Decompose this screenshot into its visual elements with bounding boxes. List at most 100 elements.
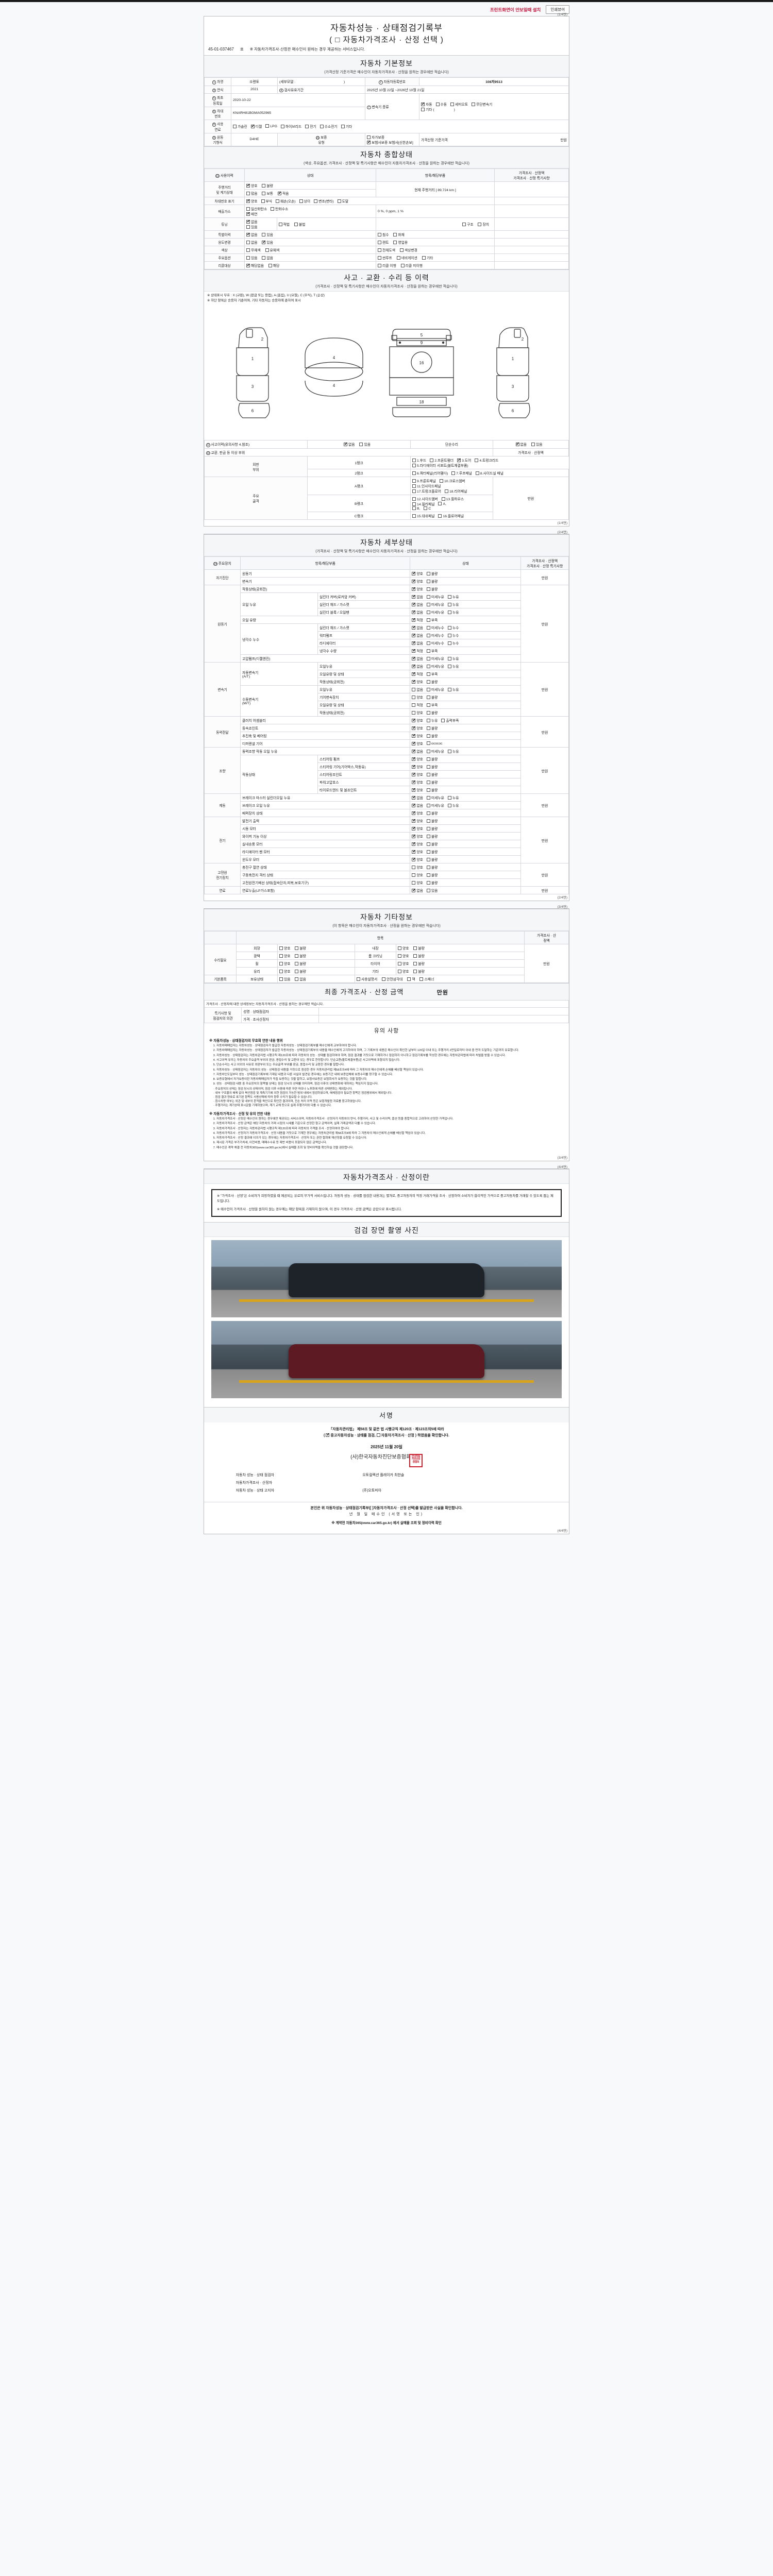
checkbox-box[interactable]: [426, 634, 430, 638]
checkbox-checked[interactable]: 양호: [412, 586, 423, 591]
checkbox-box[interactable]: [398, 970, 401, 974]
checkbox-checked[interactable]: 없음: [412, 656, 423, 661]
checkbox-box[interactable]: [295, 977, 299, 981]
checkbox-checked[interactable]: 양호: [412, 733, 423, 738]
checkbox-auto[interactable]: 자동: [421, 101, 432, 107]
checkbox-option[interactable]: 누유: [447, 656, 459, 661]
checkbox-box[interactable]: [426, 741, 430, 745]
checkbox-box[interactable]: [426, 757, 430, 761]
checkbox-box[interactable]: [276, 199, 280, 203]
checkbox-option[interactable]: 누유: [447, 749, 459, 754]
checkbox-box[interactable]: [393, 241, 397, 244]
checkbox-box[interactable]: [412, 648, 416, 653]
checkbox-door[interactable]: 3.도어: [457, 457, 471, 463]
checkbox-box[interactable]: [447, 750, 451, 754]
checkbox-checked[interactable]: 양호: [412, 679, 423, 684]
checkbox-box[interactable]: [357, 977, 360, 981]
checkbox-box[interactable]: [233, 125, 237, 129]
checkbox-good[interactable]: 양호: [246, 198, 258, 204]
checkbox-box[interactable]: [279, 962, 283, 966]
checkbox-box[interactable]: [412, 633, 416, 638]
checkbox-box[interactable]: [426, 835, 430, 839]
checkbox-box[interactable]: [412, 514, 416, 518]
checkbox-bad[interactable]: 불량: [295, 969, 306, 974]
checkbox-box[interactable]: [426, 703, 430, 707]
checkbox-box[interactable]: [277, 191, 282, 195]
checkbox-rear-panel[interactable]: 18.리어패널: [444, 488, 467, 494]
checkbox-box[interactable]: [426, 603, 430, 607]
checkbox-option[interactable]: 불량: [426, 679, 438, 684]
checkbox-box[interactable]: [426, 726, 430, 731]
checkbox-bad[interactable]: 불량: [295, 961, 306, 966]
checkbox-box[interactable]: [280, 125, 284, 129]
checkbox-box[interactable]: [262, 256, 266, 260]
checkbox-altered[interactable]: 변조(변타): [314, 198, 334, 204]
checkbox-box[interactable]: [412, 602, 416, 607]
checkbox-box[interactable]: [447, 657, 451, 661]
checkbox-box[interactable]: [412, 594, 416, 599]
checkbox-option[interactable]: 불량: [426, 756, 438, 761]
checkbox-box[interactable]: [426, 858, 430, 862]
checkbox-box[interactable]: [451, 471, 456, 476]
checkbox-option[interactable]: 부족: [426, 702, 438, 707]
checkbox-checked[interactable]: 적정: [412, 648, 423, 653]
checkbox-different[interactable]: 상이: [299, 198, 310, 204]
checkbox-option[interactable]: 미세누유: [426, 656, 444, 661]
checkbox-box[interactable]: [426, 842, 430, 846]
checkbox-none[interactable]: 없음: [344, 442, 355, 447]
checkbox-device[interactable]: 장치: [478, 222, 489, 227]
checkbox-box[interactable]: [426, 649, 430, 653]
checkbox-co[interactable]: 일산화탄소: [246, 206, 267, 211]
checkbox-option[interactable]: 불량: [426, 880, 438, 885]
checkbox-box[interactable]: [299, 199, 303, 203]
checkbox-fire[interactable]: 화재: [393, 232, 405, 237]
checkbox-bad[interactable]: 불량: [262, 183, 273, 188]
checkbox-checked[interactable]: 양호: [412, 756, 423, 761]
checkbox-box[interactable]: [426, 881, 430, 885]
checkbox-box[interactable]: [378, 256, 381, 260]
checkbox-option[interactable]: 미세누수: [426, 640, 444, 646]
checkbox-box[interactable]: [412, 459, 416, 463]
checkbox-checked[interactable]: 없음: [412, 625, 423, 630]
checkbox-box[interactable]: [412, 888, 416, 893]
checkbox-checked[interactable]: 양호: [412, 741, 423, 746]
checkbox-option[interactable]: 불량: [426, 725, 438, 731]
checkbox-exists[interactable]: 있음: [262, 232, 273, 237]
checkbox-box[interactable]: [413, 954, 417, 958]
checkbox-box[interactable]: [412, 506, 416, 511]
checkbox-box[interactable]: [412, 703, 416, 707]
checkbox-box[interactable]: [426, 657, 430, 661]
checkbox-option[interactable]: 미세누유: [426, 803, 444, 808]
checkbox-checked[interactable]: 양호: [412, 571, 423, 576]
checkbox-checked[interactable]: 없음: [412, 633, 423, 638]
checkbox-box[interactable]: [426, 765, 430, 769]
checkbox-spanner[interactable]: 스패너: [419, 976, 434, 981]
checkbox-box[interactable]: [447, 804, 451, 808]
checkbox-box[interactable]: [367, 140, 371, 144]
checkbox-option[interactable]: 양호: [412, 865, 423, 870]
checkbox-good[interactable]: 양호: [279, 945, 291, 951]
checkbox-exists[interactable]: 있음: [246, 224, 258, 229]
checkbox-insurer-warranty[interactable]: 보험사보증 보험사[신한손보]: [367, 140, 413, 145]
checkbox-box[interactable]: [426, 626, 430, 630]
checkbox-floor-panel[interactable]: 16.플로어패널: [438, 513, 464, 518]
checkbox-box[interactable]: [447, 641, 451, 646]
checkbox-option[interactable]: 미세누유: [426, 749, 444, 754]
checkbox-chromatic[interactable]: 유채색: [265, 247, 279, 252]
checkbox-box[interactable]: [295, 962, 299, 966]
checkbox-commercial[interactable]: 영업용: [393, 240, 408, 245]
checkbox-box[interactable]: [412, 787, 416, 792]
checkbox-box[interactable]: [450, 103, 455, 106]
checkbox-option[interactable]: 누유: [447, 803, 459, 808]
checkbox-box[interactable]: [398, 946, 401, 951]
checkbox-option[interactable]: 불량: [426, 772, 438, 777]
checkbox-box[interactable]: [447, 688, 451, 692]
checkbox-box[interactable]: [279, 954, 283, 958]
checkbox-box[interactable]: [421, 108, 425, 111]
checkbox-cvt[interactable]: 무단변속기: [472, 101, 492, 107]
checkbox-checked[interactable]: 양호: [412, 725, 423, 731]
checkbox-box[interactable]: [426, 796, 430, 800]
checkbox-option[interactable]: 미세누유: [426, 602, 444, 607]
checkbox-box[interactable]: [376, 1433, 380, 1437]
checkbox-box[interactable]: [246, 192, 250, 195]
